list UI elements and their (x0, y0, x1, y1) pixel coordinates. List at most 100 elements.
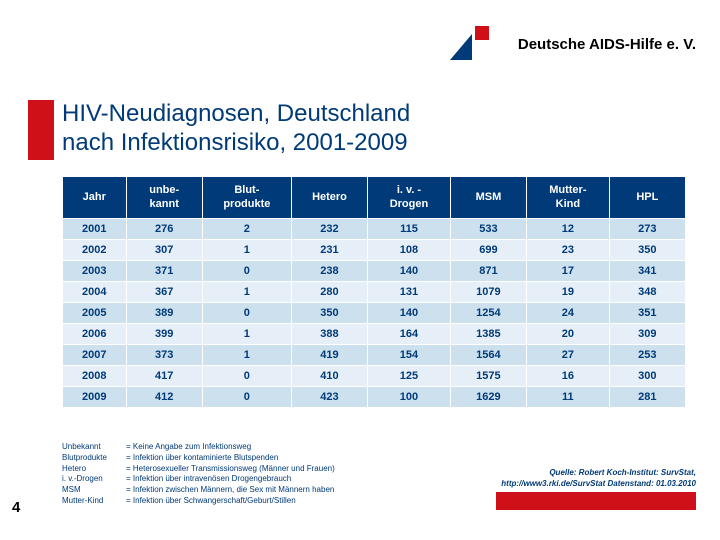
table-cell: 389 (126, 302, 202, 323)
table-cell: 350 (291, 302, 367, 323)
footnote-row: Hetero= Heterosexueller Transmissionsweg… (62, 464, 335, 475)
table-cell: 423 (291, 386, 367, 407)
table-cell: 232 (291, 218, 367, 239)
footnote-row: i. v.-Drogen= Infektion über intravenöse… (62, 474, 335, 485)
table-cell: 410 (291, 365, 367, 386)
footnote-row: Unbekannt= Keine Angabe zum Infektionswe… (62, 442, 335, 453)
table-cell: 2006 (63, 323, 127, 344)
table-cell: 238 (291, 260, 367, 281)
table-cell: 388 (291, 323, 367, 344)
table-cell: 412 (126, 386, 202, 407)
page-title: HIV-Neudiagnosen, Deutschland nach Infek… (62, 100, 410, 158)
table-cell: 699 (450, 239, 526, 260)
table-cell: 1629 (450, 386, 526, 407)
table-column-header: MSM (450, 177, 526, 219)
table-cell: 16 (527, 365, 610, 386)
table-cell: 1254 (450, 302, 526, 323)
table-cell: 1 (202, 281, 291, 302)
table-column-header: Jahr (63, 177, 127, 219)
table-column-header: i. v. -Drogen (368, 177, 451, 219)
table-header-row: Jahrunbe-kanntBlut-produkteHeteroi. v. -… (63, 177, 686, 219)
table-cell: 17 (527, 260, 610, 281)
table-cell: 281 (609, 386, 685, 407)
table-cell: 108 (368, 239, 451, 260)
footnote-row: Mutter-Kind= Infektion über Schwangersch… (62, 496, 335, 507)
table-cell: 371 (126, 260, 202, 281)
table-cell: 1385 (450, 323, 526, 344)
footnote-key: Unbekannt (62, 442, 126, 453)
footnote-row: MSM= Infektion zwischen Männern, die Sex… (62, 485, 335, 496)
table-body: 2001276223211553312273200230712311086992… (63, 218, 686, 407)
table-column-header: Mutter-Kind (527, 177, 610, 219)
table-cell: 140 (368, 302, 451, 323)
table-cell: 351 (609, 302, 685, 323)
table-cell: 2008 (63, 365, 127, 386)
footnote-key: Hetero (62, 464, 126, 475)
table-cell: 2005 (63, 302, 127, 323)
footnote-value: = Infektion über intravenösen Drogengebr… (126, 474, 291, 485)
accent-bar-top (28, 100, 54, 160)
source-citation: Quelle: Robert Koch-Institut: SurvStat, … (501, 468, 696, 490)
table-cell: 417 (126, 365, 202, 386)
table-cell: 115 (368, 218, 451, 239)
table-cell: 1 (202, 344, 291, 365)
table-cell: 231 (291, 239, 367, 260)
table-cell: 1 (202, 239, 291, 260)
source-line-2: http://www3.rki.de/SurvStat Datenstand: … (501, 479, 696, 490)
table-cell: 1564 (450, 344, 526, 365)
footnote-value: = Infektion über Schwangerschaft/Geburt/… (126, 496, 296, 507)
table-cell: 373 (126, 344, 202, 365)
header: Deutsche AIDS-Hilfe e. V. (0, 22, 720, 72)
accent-bar-bottom (496, 492, 696, 510)
table-cell: 307 (126, 239, 202, 260)
table-cell: 20 (527, 323, 610, 344)
source-line-1: Quelle: Robert Koch-Institut: SurvStat, (501, 468, 696, 479)
table-row: 20063991388164138520309 (63, 323, 686, 344)
table-cell: 1575 (450, 365, 526, 386)
table-row: 20053890350140125424351 (63, 302, 686, 323)
table-cell: 871 (450, 260, 526, 281)
table-cell: 2004 (63, 281, 127, 302)
table-cell: 1079 (450, 281, 526, 302)
table-cell: 100 (368, 386, 451, 407)
table-cell: 27 (527, 344, 610, 365)
data-table: Jahrunbe-kanntBlut-produkteHeteroi. v. -… (62, 176, 686, 408)
table-cell: 12 (527, 218, 610, 239)
table-row: 20094120423100162911281 (63, 386, 686, 407)
table-row: 2001276223211553312273 (63, 218, 686, 239)
org-name: Deutsche AIDS-Hilfe e. V. (518, 36, 696, 53)
table-cell: 2009 (63, 386, 127, 407)
table-cell: 300 (609, 365, 685, 386)
table-column-header: Blut-produkte (202, 177, 291, 219)
footnote-key: i. v.-Drogen (62, 474, 126, 485)
table-column-header: unbe-kannt (126, 177, 202, 219)
logo-icon (448, 26, 492, 71)
table-cell: 350 (609, 239, 685, 260)
table-row: 20084170410125157516300 (63, 365, 686, 386)
table-cell: 0 (202, 386, 291, 407)
footnote-key: MSM (62, 485, 126, 496)
footnote-key: Blutprodukte (62, 453, 126, 464)
title-line-2: nach Infektionsrisiko, 2001-2009 (62, 129, 410, 158)
table-cell: 0 (202, 302, 291, 323)
table-cell: 131 (368, 281, 451, 302)
table-cell: 0 (202, 260, 291, 281)
table-row: 2003371023814087117341 (63, 260, 686, 281)
table-cell: 276 (126, 218, 202, 239)
table-cell: 23 (527, 239, 610, 260)
table-cell: 367 (126, 281, 202, 302)
footnote-row: Blutprodukte= Infektion über kontaminier… (62, 453, 335, 464)
footnote-value: = Keine Angabe zum Infektionsweg (126, 442, 251, 453)
table-cell: 24 (527, 302, 610, 323)
table-cell: 253 (609, 344, 685, 365)
table-cell: 341 (609, 260, 685, 281)
table-cell: 164 (368, 323, 451, 344)
footnote-value: = Infektion zwischen Männern, die Sex mi… (126, 485, 334, 496)
table-cell: 19 (527, 281, 610, 302)
table-cell: 273 (609, 218, 685, 239)
table-cell: 2007 (63, 344, 127, 365)
table-cell: 125 (368, 365, 451, 386)
table-cell: 154 (368, 344, 451, 365)
data-table-wrap: Jahrunbe-kanntBlut-produkteHeteroi. v. -… (62, 176, 686, 408)
table-cell: 2001 (63, 218, 127, 239)
